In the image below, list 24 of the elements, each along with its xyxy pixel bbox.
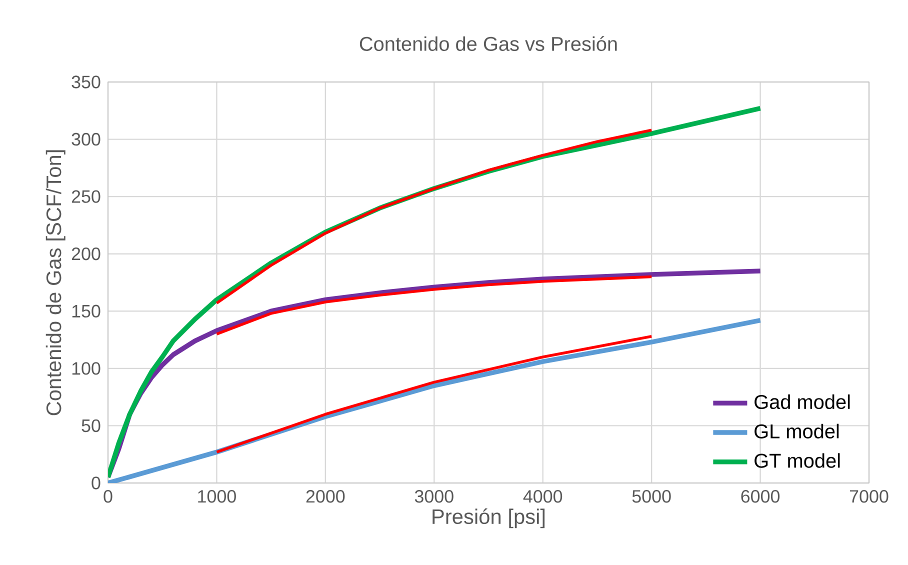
x-tick-label: 6000 [741, 490, 780, 503]
line-series [215, 128, 653, 305]
y-tick-label: 250 [72, 190, 100, 203]
legend-label: Gad model [754, 394, 850, 410]
x-tick-label: 2000 [306, 490, 345, 503]
y-tick-label: 150 [72, 304, 100, 318]
y-tick-label: 100 [72, 362, 100, 375]
x-axis-title: Presión [psi] [432, 508, 545, 528]
y-tick-label: 300 [72, 132, 100, 146]
x-tick-label: 5000 [632, 490, 671, 503]
y-axis-title: Contenido de Gas [SCF/Ton] [46, 150, 66, 416]
y-tick-label: 50 [82, 419, 100, 432]
x-tick-label: 4000 [523, 490, 562, 503]
x-tick-label: 0 [104, 490, 112, 503]
line-series [215, 334, 653, 454]
y-tick-label: 0 [92, 476, 100, 490]
x-tick-label: 1000 [198, 490, 236, 503]
legend-label: GT model [754, 453, 840, 468]
legend-label: GL model [754, 424, 839, 438]
y-tick-label: 350 [72, 76, 100, 88]
x-tick-label: 7000 [850, 490, 888, 503]
chart-title: Contenido de Gas vs Presión [360, 36, 617, 51]
x-tick-label: 3000 [414, 490, 454, 503]
y-tick-label: 200 [72, 248, 100, 260]
